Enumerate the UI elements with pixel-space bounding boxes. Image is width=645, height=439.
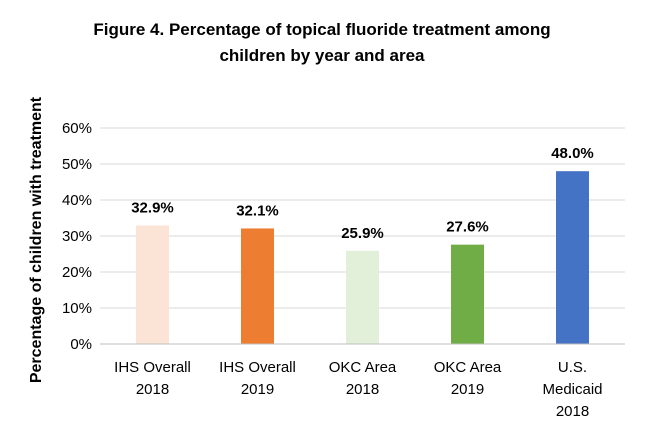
bar bbox=[451, 244, 484, 344]
data-labels: 32.9% 32.1% 25.9% 27.6% 48.0% bbox=[131, 145, 594, 242]
x-category-label: IHS Overall bbox=[219, 359, 296, 376]
y-tick-label: 40% bbox=[62, 192, 92, 209]
gridlines bbox=[100, 127, 625, 309]
chart-title-line-2: children by year and area bbox=[219, 46, 425, 65]
x-axis-categories: IHS Overall 2018 IHS Overall 2019 OKC Area 20… bbox=[114, 359, 602, 420]
y-tick-label: 0% bbox=[70, 336, 92, 353]
data-label: 32.9% bbox=[131, 200, 174, 217]
data-label: 25.9% bbox=[341, 225, 384, 242]
chart-title: Figure 4. Percentage of topical fluoride… bbox=[93, 20, 550, 65]
x-category-label: IHS Overall bbox=[114, 359, 191, 376]
x-category-label: 2019 bbox=[241, 381, 274, 398]
y-axis-ticks: 0% 10% 20% 30% 40% 50% 60% bbox=[62, 120, 92, 353]
x-category-label: Medicaid bbox=[542, 381, 602, 398]
y-tick-label: 20% bbox=[62, 264, 92, 281]
x-category-label: 2019 bbox=[451, 381, 484, 398]
y-axis-label: Percentage of children with treatment bbox=[28, 96, 45, 383]
data-label: 27.6% bbox=[446, 219, 489, 236]
y-tick-label: 50% bbox=[62, 156, 92, 173]
bar bbox=[241, 228, 274, 344]
x-category-label: U.S. bbox=[558, 359, 587, 376]
bar bbox=[136, 225, 169, 344]
x-category-label: OKC Area bbox=[329, 359, 397, 376]
y-tick-label: 10% bbox=[62, 300, 92, 317]
y-tick-label: 60% bbox=[62, 120, 92, 137]
y-tick-label: 30% bbox=[62, 228, 92, 245]
bar bbox=[346, 250, 379, 344]
x-category-label: 2018 bbox=[556, 403, 589, 420]
x-category-label: OKC Area bbox=[434, 359, 502, 376]
data-label: 48.0% bbox=[551, 145, 594, 162]
data-label: 32.1% bbox=[236, 202, 279, 219]
bars bbox=[136, 171, 589, 344]
bar bbox=[556, 171, 589, 344]
x-category-label: 2018 bbox=[136, 381, 169, 398]
chart-title-line-1: Figure 4. Percentage of topical fluoride… bbox=[93, 20, 550, 39]
x-category-label: 2018 bbox=[346, 381, 379, 398]
